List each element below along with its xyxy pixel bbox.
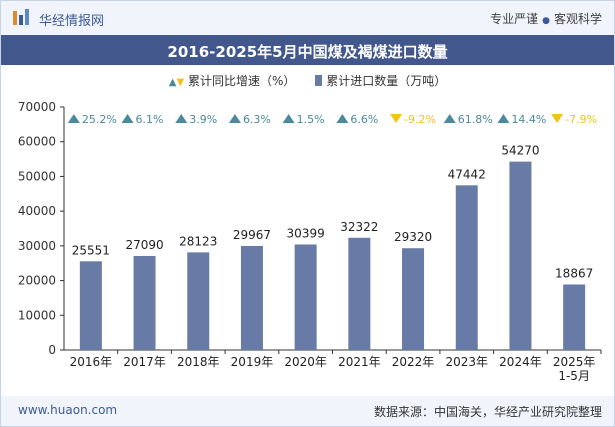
- huajing-logo-icon: [13, 9, 29, 25]
- data-label: 54270: [501, 144, 539, 158]
- bar: [240, 245, 263, 350]
- data-label: 27090: [125, 238, 163, 252]
- x-tick-label: 2023年: [445, 355, 488, 369]
- top-bar: 华经情报网 专业严谨 ● 客观科学: [1, 1, 614, 35]
- growth-label: 14.4%: [511, 113, 546, 126]
- growth-up-icon: [443, 114, 456, 123]
- x-tick-label: 2016年: [70, 355, 113, 369]
- growth-label: 61.8%: [458, 113, 493, 126]
- data-label: 47442: [448, 167, 486, 181]
- data-label: 29320: [394, 230, 432, 244]
- tagline-objective: 客观科学: [553, 12, 602, 26]
- growth-up-icon: [282, 114, 295, 123]
- growth-label: 6.3%: [243, 113, 271, 126]
- x-tick-label: 2024年: [499, 355, 542, 369]
- growth-up-icon: [121, 114, 134, 123]
- bar: [79, 261, 102, 350]
- x-tick-label: 2017年: [123, 355, 166, 369]
- data-label: 30399: [287, 226, 325, 240]
- y-tick-label: 40000: [18, 204, 56, 218]
- bar: [133, 255, 156, 350]
- data-label: 32322: [340, 220, 378, 234]
- growth-label: 3.9%: [189, 113, 217, 126]
- y-tick-label: 60000: [18, 135, 56, 149]
- data-label: 29967: [233, 228, 271, 242]
- bar: [455, 185, 478, 350]
- x-tick-label: 2025年: [553, 355, 596, 369]
- x-tick-label: 1-5月: [558, 369, 590, 383]
- data-source: 数据来源：中国海关，华经产业研究院整理: [373, 405, 602, 419]
- legend-item-volume: 累计进口数量（万吨）: [315, 72, 446, 89]
- growth-down-icon: [551, 114, 564, 123]
- growth-down-icon: [390, 114, 403, 123]
- bar-swatch-icon: [315, 75, 323, 86]
- tagline: 专业严谨 ● 客观科学: [490, 10, 602, 27]
- bar: [348, 237, 371, 350]
- tagline-professional: 专业严谨: [490, 12, 539, 26]
- growth-label: 25.2%: [82, 113, 117, 126]
- dot-separator-icon: ●: [542, 16, 550, 26]
- growth-label: 6.6%: [350, 113, 378, 126]
- y-tick-label: 10000: [18, 308, 56, 322]
- growth-label: -7.9%: [565, 113, 597, 126]
- x-tick-label: 2018年: [177, 355, 220, 369]
- bar-chart: 0 10000 20000 30000 40000 50000 60000 70000 2555…: [18, 100, 602, 383]
- x-tick-label: 2022年: [392, 355, 435, 369]
- y-tick-label: 20000: [18, 274, 56, 288]
- chart-legend: ▲▼ 累计同比增速（%） 累计进口数量（万吨）: [1, 72, 614, 89]
- growth-up-icon: [497, 114, 510, 123]
- legend-item-growth: ▲▼ 累计同比增速（%）: [169, 72, 296, 89]
- bar: [509, 161, 532, 350]
- down-triangle-icon: ▼: [176, 77, 185, 88]
- website-link[interactable]: www.huaon.com: [18, 403, 118, 417]
- growth-up-icon: [175, 114, 188, 123]
- footer-bar: www.huaon.com 数据来源：中国海关，华经产业研究院整理: [1, 396, 614, 426]
- growth-up-icon: [67, 114, 80, 123]
- growth-up-icon: [228, 114, 241, 123]
- bar: [402, 248, 425, 350]
- chart-title: 2016-2025年5月中国煤及褐煤进口数量: [167, 43, 448, 61]
- growth-label: 1.5%: [297, 113, 325, 126]
- x-tick-label: 2020年: [284, 355, 327, 369]
- data-label: 28123: [179, 234, 217, 248]
- title-bar: 2016-2025年5月中国煤及褐煤进口数量: [1, 35, 614, 65]
- growth-label: 6.1%: [136, 113, 164, 126]
- bar: [563, 284, 586, 350]
- legend-label-growth: 累计同比增速（%）: [187, 74, 296, 88]
- brand-name[interactable]: 华经情报网: [39, 14, 105, 29]
- y-tick-label: 50000: [18, 169, 56, 183]
- legend-label-volume: 累计进口数量（万吨）: [326, 74, 447, 88]
- y-tick-label: 30000: [18, 239, 56, 253]
- x-tick-label: 2019年: [231, 355, 274, 369]
- growth-up-icon: [336, 114, 349, 123]
- data-label: 25551: [72, 243, 110, 257]
- data-label: 18867: [555, 267, 593, 281]
- growth-label: -9.2%: [404, 113, 436, 126]
- bar: [294, 244, 317, 350]
- y-tick-label: 70000: [18, 100, 56, 114]
- up-triangle-icon: ▲: [168, 77, 177, 88]
- x-tick-label: 2021年: [338, 355, 381, 369]
- bar: [187, 252, 210, 350]
- y-tick-label: 0: [48, 343, 56, 357]
